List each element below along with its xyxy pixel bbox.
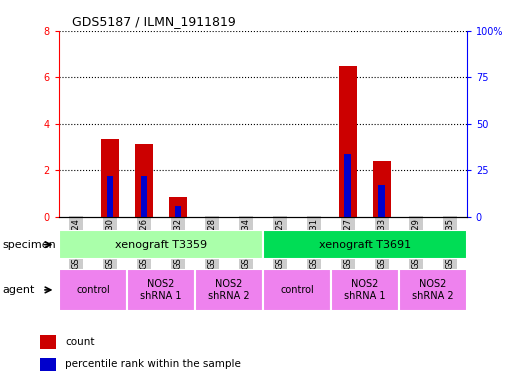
Bar (331, 269, 399, 311)
Bar (379, 185, 385, 217)
Bar (263, 230, 467, 259)
Bar (339, 66, 357, 217)
Text: xenograft T3691: xenograft T3691 (319, 240, 411, 250)
Bar (345, 154, 351, 217)
Text: NOS2
shRNA 2: NOS2 shRNA 2 (208, 279, 250, 301)
Text: specimen: specimen (3, 240, 56, 250)
Bar (107, 176, 113, 217)
Text: GDS5187 / ILMN_1911819: GDS5187 / ILMN_1911819 (72, 15, 235, 28)
Bar (174, 206, 182, 217)
Text: count: count (65, 337, 94, 347)
Text: NOS2
shRNA 2: NOS2 shRNA 2 (412, 279, 453, 301)
Bar (372, 161, 391, 217)
Text: control: control (280, 285, 314, 295)
Bar (195, 269, 263, 311)
Bar (169, 197, 187, 217)
Text: NOS2
shRNA 1: NOS2 shRNA 1 (344, 279, 386, 301)
Bar (134, 144, 153, 217)
Bar (127, 269, 195, 311)
Bar (59, 269, 127, 311)
Bar (141, 176, 147, 217)
Bar (40, 358, 55, 371)
Text: NOS2
shRNA 1: NOS2 shRNA 1 (140, 279, 182, 301)
Text: control: control (76, 285, 110, 295)
Bar (399, 269, 467, 311)
Text: percentile rank within the sample: percentile rank within the sample (65, 359, 241, 369)
Bar (40, 335, 55, 349)
Bar (101, 139, 120, 217)
Text: agent: agent (3, 285, 35, 295)
Text: xenograft T3359: xenograft T3359 (115, 240, 207, 250)
Bar (263, 269, 331, 311)
Bar (59, 230, 263, 259)
